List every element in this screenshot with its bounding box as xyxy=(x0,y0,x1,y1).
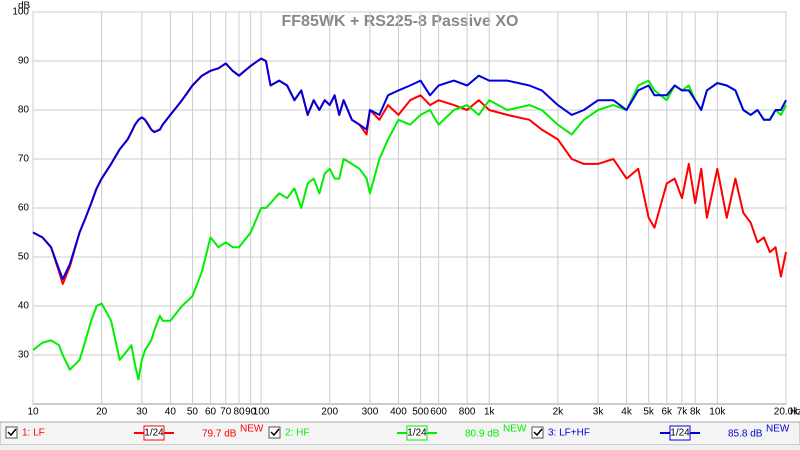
x-tick-label: 2k xyxy=(553,407,565,418)
level-label: 79.7 dB xyxy=(202,429,237,440)
x-tick-label: 500 xyxy=(412,407,429,418)
x-tick-label: 20 xyxy=(96,407,108,418)
x-tick-label: 3k xyxy=(593,407,605,418)
smoothing-label: 1/24 xyxy=(407,428,427,439)
legend-label: 1: LF xyxy=(22,428,45,439)
y-tick-label: 90 xyxy=(18,56,30,67)
y-unit: dB xyxy=(18,1,31,12)
checkbox xyxy=(5,426,18,439)
x-tick-label: 600 xyxy=(430,407,447,418)
x-tick-label: 4k xyxy=(621,407,633,418)
x-tick-label: 40 xyxy=(165,407,177,418)
legend: 1: LF 1/24 79.7 dB NEW 2: HF 1/24 80.9 dB NEW 3:… xyxy=(5,424,790,441)
y-tick-label: 100 xyxy=(12,7,29,18)
new-badge: NEW xyxy=(240,424,264,435)
legend-label: 3: LF+HF xyxy=(548,428,590,439)
x-tick-label: 10 xyxy=(27,407,39,418)
x-tick-label: 70 xyxy=(220,407,232,418)
checkmark xyxy=(270,428,280,437)
x-tick-label: 400 xyxy=(390,407,407,418)
chart-title: FF85WK + RS225-8 Passive XO xyxy=(282,13,519,30)
legend-label: 2: HF xyxy=(285,428,309,439)
x-tick-label: 10k xyxy=(709,407,726,418)
x-tick-label: 30 xyxy=(136,407,148,418)
x-tick-label: 100 xyxy=(253,407,270,418)
series-line xyxy=(32,57,787,281)
smoothing-label: 1/24 xyxy=(670,428,690,439)
y-tick-label: 60 xyxy=(18,203,30,214)
x-tick-label: 90 xyxy=(245,407,257,418)
level-label: 80.9 dB xyxy=(465,429,500,440)
smoothing-box xyxy=(406,425,428,441)
smoothing-box xyxy=(143,425,165,441)
new-badge: NEW xyxy=(766,424,790,435)
x-tick-label: 200 xyxy=(321,407,338,418)
checkmark xyxy=(533,428,543,437)
x-tick-label: 20.0k xyxy=(774,407,799,418)
x-tick-label: 8k xyxy=(690,407,702,418)
smoothing-box xyxy=(669,425,691,441)
x-unit: Hz xyxy=(790,407,800,418)
new-badge: NEW xyxy=(503,424,527,435)
x-tick-label: 7k xyxy=(677,407,689,418)
x-tick-label: 50 xyxy=(187,407,199,418)
x-tick-label: 80 xyxy=(233,407,245,418)
x-tick-label: 60 xyxy=(205,407,217,418)
x-tick-label: 1k xyxy=(484,407,496,418)
checkbox xyxy=(268,426,281,439)
x-tick-label: 800 xyxy=(459,407,476,418)
y-tick-label: 50 xyxy=(18,252,30,263)
level-label: 85.8 dB xyxy=(728,429,763,440)
x-tick-label: 6k xyxy=(661,407,673,418)
y-tick-label: 30 xyxy=(18,350,30,361)
checkbox xyxy=(531,426,544,439)
y-tick-label: 80 xyxy=(18,105,30,116)
smoothing-label: 1/24 xyxy=(144,428,164,439)
y-tick-label: 70 xyxy=(18,154,30,165)
x-tick-label: 300 xyxy=(362,407,379,418)
x-tick-label: 5k xyxy=(643,407,655,418)
checkmark xyxy=(7,428,17,437)
y-tick-label: 40 xyxy=(18,301,30,312)
